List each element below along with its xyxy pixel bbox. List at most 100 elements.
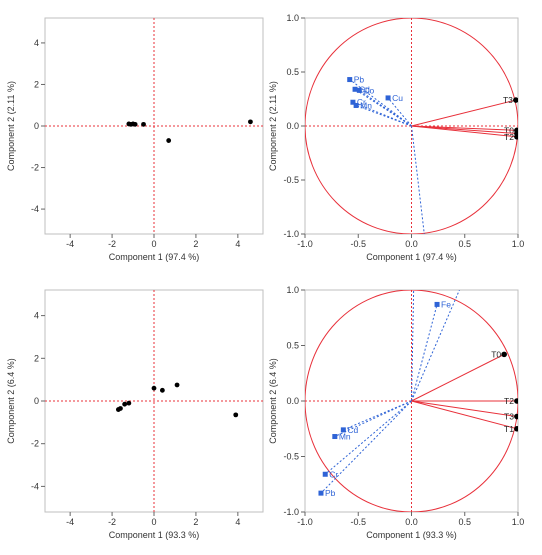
- loading-label: Cd: [347, 425, 358, 435]
- y-tick-label: 4: [34, 38, 39, 48]
- x-axis-label: Component 1 (93.3 %): [366, 530, 457, 540]
- y-tick-label: 0: [34, 396, 39, 406]
- x-tick-label: 0.0: [405, 517, 418, 527]
- loading-vector: [411, 290, 415, 402]
- loading-label: Pb: [354, 75, 365, 85]
- panel-3: -4 -2 0 2 4 4 2 0 -2 -4 Component 1 (93.3 %) Compon…: [6, 289, 264, 540]
- y-tick-label: 0.5: [286, 67, 299, 77]
- loading-vector: [354, 88, 412, 127]
- loading-label: Cr: [329, 469, 338, 479]
- x-tick-label: 4: [235, 517, 240, 527]
- loading-vector: [359, 89, 412, 127]
- y-tick-label: 2: [34, 353, 39, 363]
- loading-label: Cd: [359, 84, 370, 94]
- y-tick-label: -2: [31, 163, 39, 173]
- treatment-vector: [411, 353, 505, 402]
- treatment-point: [501, 351, 507, 358]
- x-tick-label: -2: [108, 517, 116, 527]
- loading-vector: [324, 400, 412, 475]
- y-tick-label: 1.0: [286, 285, 299, 295]
- y-tick-label: 4: [34, 311, 39, 321]
- treatment-vector: [411, 99, 516, 127]
- loading-label: Cr: [357, 97, 366, 107]
- x-tick-label: -1.0: [297, 517, 313, 527]
- y-tick-label: 0.0: [286, 121, 299, 131]
- y-axis-label: Component 2 (6.4 %): [268, 358, 278, 444]
- treatment-vector: [411, 125, 517, 131]
- score-point: [118, 406, 123, 411]
- y-tick-label: -1.0: [283, 229, 299, 239]
- x-tick-label: -1.0: [297, 239, 313, 249]
- treatment-vector: [411, 125, 517, 135]
- x-tick-label: -4: [66, 239, 74, 249]
- score-point: [248, 119, 253, 125]
- score-point: [166, 138, 172, 143]
- score-point: [174, 382, 180, 388]
- x-axis-label: Component 1 (97.4 %): [109, 252, 200, 262]
- loading-marker: [322, 471, 328, 477]
- plot-area: [45, 290, 263, 512]
- loading-label: Co: [363, 85, 374, 95]
- x-tick-label: 4: [235, 239, 240, 249]
- treatment-vector: [411, 400, 518, 418]
- y-axis-label: Component 2 (2.11 %): [268, 81, 278, 171]
- x-tick-label: 0.5: [458, 517, 471, 527]
- score-point: [132, 121, 138, 127]
- loading-label: Cu: [392, 93, 403, 103]
- x-axis-label: Component 1 (97.4 %): [366, 252, 457, 262]
- plot-area: [45, 18, 263, 234]
- loading-vector: [320, 400, 412, 494]
- y-tick-label: -4: [31, 204, 39, 214]
- x-tick-label: -0.5: [350, 239, 366, 249]
- x-tick-label: 1.0: [512, 239, 525, 249]
- x-tick-label: 0: [151, 239, 156, 249]
- loading-marker: [356, 87, 362, 93]
- treatment-label: T2: [504, 396, 514, 406]
- x-tick-label: 2: [193, 239, 198, 249]
- y-tick-label: -1.0: [283, 507, 299, 517]
- loading-marker: [332, 434, 338, 440]
- treatment-vector: [411, 125, 517, 138]
- x-tick-label: 2: [193, 517, 198, 527]
- loading-marker: [347, 77, 353, 83]
- loading-marker: [352, 86, 358, 92]
- x-tick-label: 0.0: [405, 239, 418, 249]
- loading-label: Mn: [360, 100, 372, 110]
- treatment-point: [514, 425, 518, 432]
- loading-label: Fe: [441, 299, 451, 309]
- score-point: [141, 121, 146, 127]
- score-point: [159, 387, 165, 393]
- x-tick-label: 1.0: [512, 517, 525, 527]
- loading-vector: [352, 101, 412, 127]
- treatment-label: T0: [504, 125, 514, 135]
- y-tick-label: 0: [34, 121, 39, 131]
- loading-marker: [318, 490, 324, 496]
- y-tick-label: 2: [34, 79, 39, 89]
- y-tick-label: 0.0: [286, 396, 299, 406]
- treatment-label: T2: [504, 132, 514, 142]
- treatment-point: [514, 413, 518, 420]
- loading-marker: [353, 102, 359, 108]
- x-axis-label: Component 1 (93.3 %): [109, 530, 200, 540]
- loading-marker: [385, 95, 391, 101]
- treatment-label: T3: [504, 412, 514, 422]
- treatment-point: [513, 97, 518, 103]
- treatment-label: T0: [491, 349, 501, 359]
- loading-marker: [340, 427, 346, 433]
- x-tick-label: -2: [108, 239, 116, 249]
- loading-marker: [434, 301, 440, 307]
- y-tick-label: -2: [31, 439, 39, 449]
- loading-vector: [411, 290, 460, 402]
- treatment-vector: [411, 400, 518, 430]
- score-point: [122, 401, 128, 407]
- loading-vector: [349, 79, 412, 127]
- score-point: [233, 412, 239, 418]
- score-point: [151, 385, 157, 391]
- loading-marker: [350, 99, 356, 105]
- loading-vector: [355, 105, 412, 127]
